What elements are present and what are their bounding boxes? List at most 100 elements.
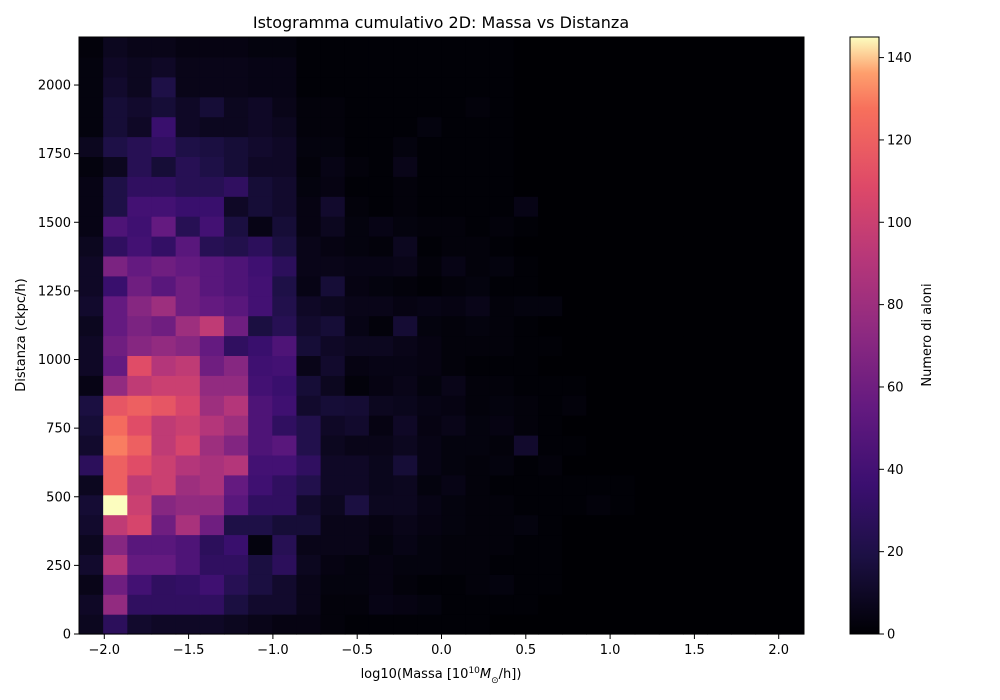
- heatmap-cell: [779, 96, 805, 118]
- heatmap-cell: [779, 156, 805, 177]
- heatmap-cell: [393, 315, 418, 337]
- heatmap-cell: [223, 295, 249, 317]
- heatmap-cell: [441, 96, 467, 118]
- heatmap-cell: [513, 315, 539, 337]
- heatmap-cell: [465, 136, 491, 157]
- heatmap-cell: [368, 136, 394, 157]
- heatmap-cell: [320, 136, 346, 157]
- heatmap-cell: [79, 514, 104, 536]
- heatmap-cell: [103, 37, 128, 58]
- y-tick-label: 250: [46, 559, 71, 574]
- heatmap-cell: [320, 355, 346, 376]
- heatmap-cell: [127, 176, 153, 197]
- heatmap-cell: [610, 375, 636, 396]
- heatmap-cell: [707, 574, 732, 595]
- heatmap-cell: [779, 454, 805, 476]
- heatmap-cell: [707, 236, 732, 257]
- heatmap-cell: [199, 534, 225, 555]
- heatmap-cell: [755, 216, 781, 237]
- heatmap-cell: [731, 76, 757, 98]
- heatmap-cell: [441, 255, 467, 277]
- heatmap-cell: [175, 136, 201, 157]
- heatmap-cell: [683, 335, 708, 356]
- heatmap-cell: [465, 335, 491, 356]
- heatmap-cell: [489, 594, 515, 615]
- heatmap-cell: [755, 554, 781, 575]
- heatmap-cell: [248, 494, 273, 516]
- heatmap-cell: [610, 196, 636, 217]
- heatmap-cell: [344, 375, 370, 396]
- heatmap-cell: [634, 335, 660, 356]
- heatmap-cell: [417, 176, 443, 197]
- heatmap-cell: [296, 56, 322, 78]
- heatmap-cell: [320, 236, 346, 257]
- heatmap-cell: [199, 275, 225, 297]
- heatmap-cell: [417, 295, 443, 317]
- x-axis-ticks: −2.0 −1.5 −1.0 −0.5 0.0 0.5 1.0 1.5 2.0: [89, 634, 789, 658]
- heatmap-cell: [127, 56, 153, 78]
- heatmap-cell: [79, 534, 104, 555]
- heatmap-cell: [658, 474, 684, 496]
- heatmap-cell: [151, 435, 177, 456]
- heatmap-cell: [683, 176, 708, 197]
- heatmap-cell: [707, 315, 732, 337]
- heatmap-cell: [610, 236, 636, 257]
- heatmap-cell: [465, 594, 491, 615]
- heatmap-cell: [707, 375, 732, 396]
- heatmap-cell: [320, 116, 346, 138]
- heatmap-cell: [151, 295, 177, 317]
- heatmap-cell: [683, 574, 708, 595]
- heatmap-cell: [368, 514, 394, 536]
- heatmap-cell: [368, 255, 394, 277]
- heatmap-cell: [538, 37, 563, 58]
- heatmap-cell: [610, 534, 636, 555]
- heatmap-cell: [755, 196, 781, 217]
- heatmap-cell: [272, 474, 298, 496]
- heatmap-cell: [731, 375, 757, 396]
- heatmap-cell: [79, 136, 104, 157]
- heatmap-cell: [248, 435, 273, 456]
- heatmap-cell: [634, 594, 660, 615]
- heatmap-cell: [707, 454, 732, 476]
- heatmap-cell: [731, 534, 757, 555]
- heatmap-cell: [248, 355, 273, 376]
- heatmap-cell: [79, 335, 104, 356]
- heatmap-cell: [320, 494, 346, 516]
- heatmap-cell: [441, 156, 467, 177]
- heatmap-cell: [223, 614, 249, 635]
- heatmap-cell: [320, 176, 346, 197]
- heatmap-cell: [175, 514, 201, 536]
- heatmap-cell: [683, 96, 708, 118]
- heatmap-cell: [634, 574, 660, 595]
- heatmap-cell: [513, 196, 539, 217]
- heatmap-cell: [417, 454, 443, 476]
- heatmap-cell: [393, 534, 418, 555]
- heatmap-cell: [417, 37, 443, 58]
- heatmap-cell: [779, 216, 805, 237]
- heatmap-cell: [127, 415, 153, 436]
- heatmap-cell: [634, 156, 660, 177]
- heatmap-cell: [489, 37, 515, 58]
- heatmap-cell: [127, 295, 153, 317]
- heatmap-cell: [538, 275, 563, 297]
- heatmap-cell: [779, 236, 805, 257]
- heatmap-cell: [199, 435, 225, 456]
- heatmap-cell: [538, 255, 563, 277]
- y-tick-label: 0: [63, 628, 71, 643]
- heatmap-cell: [441, 295, 467, 317]
- heatmap-cell: [296, 236, 322, 257]
- heatmap-cell: [441, 196, 467, 217]
- heatmap-cell: [610, 415, 636, 436]
- heatmap-cell: [489, 514, 515, 536]
- heatmap-cell: [538, 96, 563, 118]
- heatmap-cell: [417, 395, 443, 416]
- heatmap-cell: [779, 275, 805, 297]
- heatmap-cell: [658, 37, 684, 58]
- heatmap-cell: [417, 534, 443, 555]
- heatmap-cell: [199, 56, 225, 78]
- heatmap-cell: [344, 514, 370, 536]
- heatmap-cell: [223, 395, 249, 416]
- heatmap-cell: [368, 554, 394, 575]
- heatmap-cell: [272, 514, 298, 536]
- heatmap-cell: [610, 216, 636, 237]
